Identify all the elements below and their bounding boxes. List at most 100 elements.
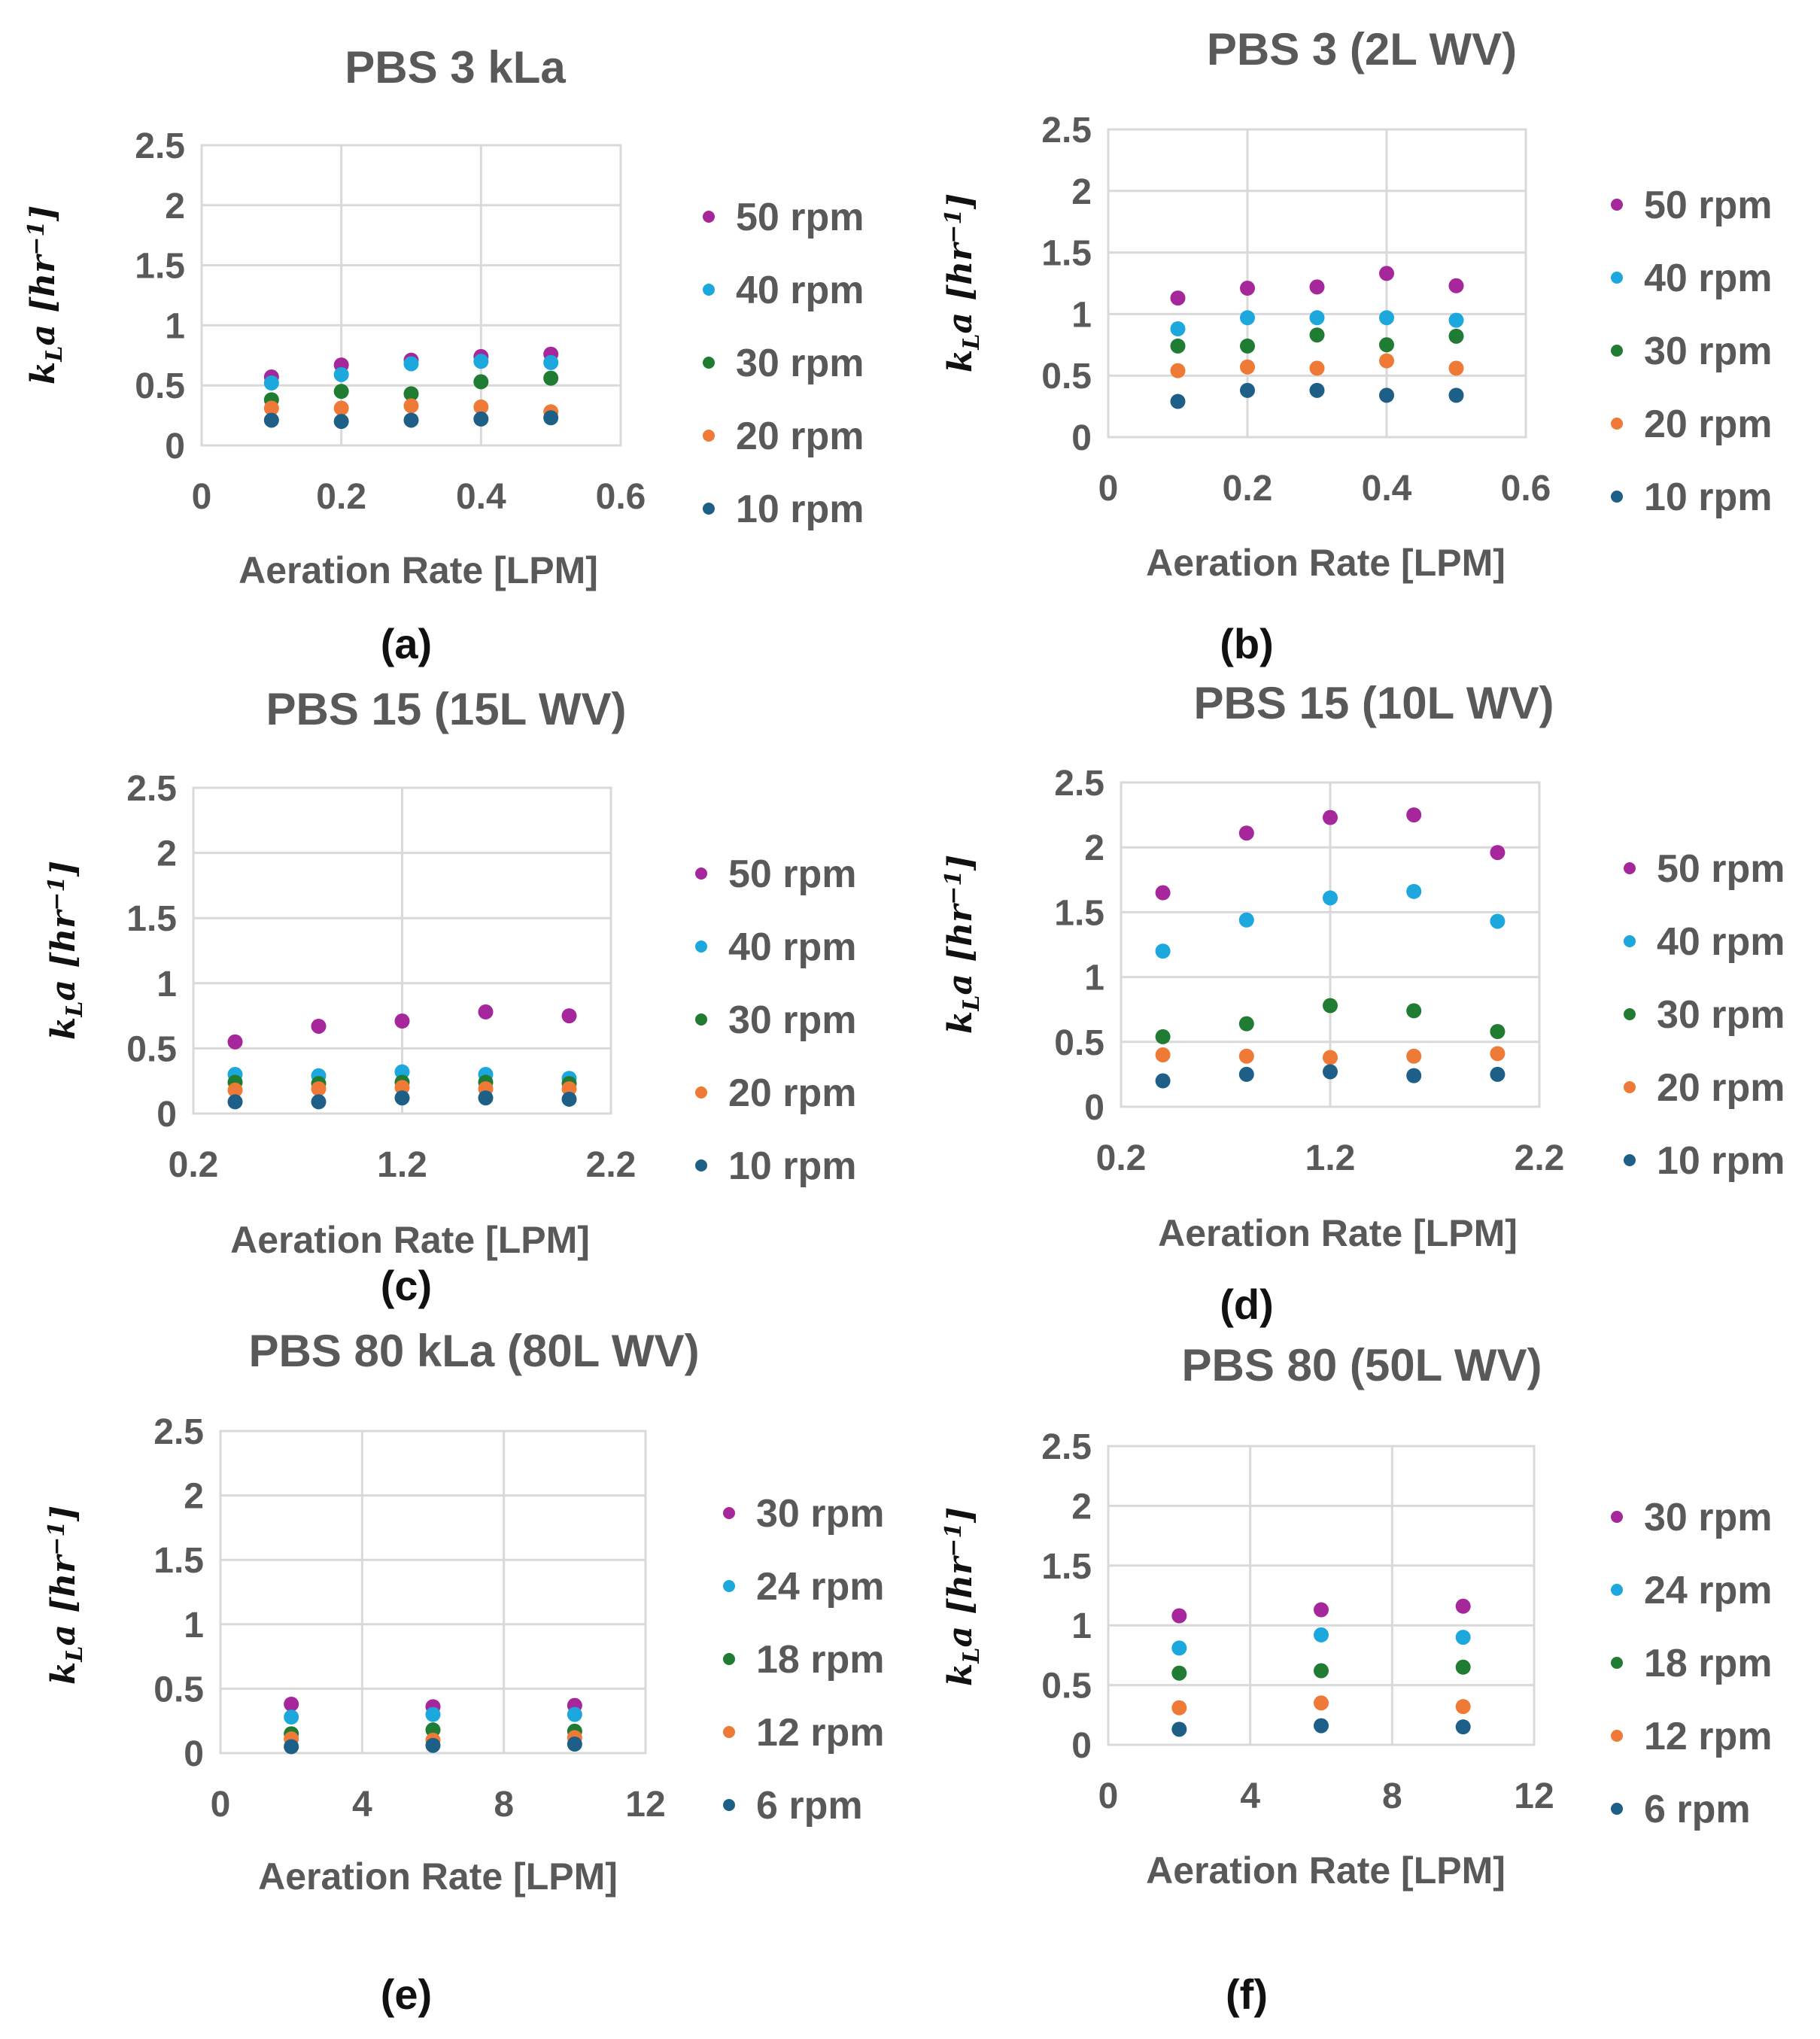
data-point-40-rpm [1379,310,1394,326]
panel-label: (b) [1220,620,1274,667]
x-tick-label: 8 [1382,1776,1402,1816]
y-tick-label: 0 [1084,1088,1104,1128]
legend-entry: 30 rpm [728,998,857,1042]
legend-entry: 6 rpm [1644,1788,1751,1831]
data-point-50-rpm [1323,810,1338,825]
data-point-10-rpm [227,1094,243,1110]
data-point-20-rpm [263,400,279,416]
data-point-40-rpm [1406,883,1422,899]
legend-marker [1611,272,1623,284]
legend-marker [1624,1154,1636,1166]
legend-marker [1611,1730,1623,1742]
x-tick-label: 8 [494,1785,514,1825]
legend-entry: 30 rpm [756,1492,885,1536]
y-tick-label: 2.5 [135,126,185,166]
data-point-30-rpm [284,1696,299,1712]
legend-marker [1624,862,1636,874]
y-tick-label: 0.5 [1054,1023,1104,1063]
data-point-50-rpm [1238,825,1254,841]
x-tick-label: 0 [1098,1776,1119,1816]
data-point-10-rpm [1170,394,1186,409]
data-point-30-rpm [1155,1029,1171,1044]
data-point-12-rpm [1455,1699,1471,1715]
legend-entry: 20 rpm [728,1071,857,1115]
y-tick-label: 0.5 [1041,357,1092,397]
x-axis-label: Aeration Rate [LPM] [258,1855,618,1898]
x-tick-label: 0.6 [596,477,646,517]
data-point-20-rpm [473,399,489,415]
y-tick-label: 1 [165,306,185,346]
data-point-20-rpm [394,1080,410,1095]
legend-entry: 50 rpm [1644,184,1773,227]
data-point-20-rpm [1155,1047,1171,1063]
y-axis-label: kLa [hr−1] [44,861,88,1040]
panel-label: (d) [1220,1281,1274,1328]
y-tick-label: 2 [165,187,185,226]
legend-marker [695,1013,707,1026]
legend-entry: 12 rpm [1644,1715,1773,1758]
legend-marker [723,1580,735,1592]
y-tick-label: 0 [165,427,185,466]
data-point-50-rpm [1309,279,1325,295]
chart-title: PBS 80 (50L WV) [1181,1340,1542,1390]
y-tick-label: 2.5 [153,1412,204,1452]
chart-panel-2: 0 0.5 1 1.5 2 2.5 0 0.2 0.4 0.6 PBS 3 (2L WV) Aerat… [940,24,1773,667]
legend-entry: 40 rpm [728,925,857,969]
data-point-40-rpm [1238,912,1254,928]
y-tick-label: 2 [156,834,177,874]
chart-panel-6: 0 0.5 1 1.5 2 2.5 0 4 8 12 PBS 80 (50L WV) Aeration… [940,1340,1773,2018]
x-tick-label: 1.2 [377,1145,427,1185]
data-point-24-rpm [1314,1627,1329,1642]
data-point-10-rpm [333,414,349,430]
y-tick-label: 0.5 [135,366,185,406]
data-point-12-rpm [1314,1695,1329,1711]
data-point-20-rpm [1240,359,1255,375]
data-point-10-rpm [473,411,489,427]
chart-title: PBS 80 kLa (80L WV) [248,1326,699,1376]
legend-entry: 18 rpm [1644,1642,1773,1685]
x-tick-label: 0 [192,477,212,517]
legend-marker [695,868,707,880]
legend-entry: 12 rpm [756,1711,885,1755]
legend-marker [695,1159,707,1171]
y-tick-label: 1.5 [135,247,185,287]
y-tick-label: 1 [184,1606,204,1645]
y-tick-label: 0.5 [1041,1667,1092,1706]
legend-entry: 20 rpm [1657,1066,1785,1110]
legend-entry: 30 rpm [1644,330,1773,373]
data-point-6-rpm [1314,1718,1329,1734]
y-tick-label: 2 [1071,172,1092,212]
chart-title: PBS 3 (2L WV) [1207,24,1517,74]
legend-entry: 20 rpm [736,415,864,458]
y-axis-label: kLa [hr−1] [940,1507,985,1686]
legend-marker [703,357,715,369]
x-tick-label: 0.4 [456,477,506,517]
data-point-10-rpm [1490,1066,1506,1082]
x-tick-label: 4 [1240,1776,1260,1816]
data-point-24-rpm [284,1709,299,1725]
y-tick-label: 1 [1071,295,1092,335]
y-axis-label: kLa [hr−1] [44,1506,88,1685]
y-tick-label: 2.5 [1041,1427,1092,1467]
legend-marker [1611,1803,1623,1815]
y-tick-label: 0.5 [153,1670,204,1709]
x-axis-label: Aeration Rate [LPM] [1158,1212,1518,1254]
y-axis-label: kLa [hr−1] [23,205,68,384]
legend-entry: 10 rpm [1657,1139,1785,1183]
data-point-40-rpm [403,356,419,372]
legend-marker [695,940,707,953]
data-point-30-rpm [1490,1024,1506,1040]
y-axis-label: kLa [hr−1] [940,855,985,1034]
x-tick-label: 2.2 [1515,1138,1565,1178]
x-tick-label: 0.2 [316,477,366,517]
y-tick-label: 1 [156,965,177,1004]
data-point-10-rpm [478,1090,494,1106]
y-tick-label: 0 [1071,1726,1092,1766]
data-point-30-rpm [1170,338,1186,354]
legend-marker [723,1653,735,1665]
data-point-20-rpm [1490,1046,1506,1062]
data-point-10-rpm [311,1094,327,1110]
legend-entry: 10 rpm [1644,476,1773,519]
legend-entry: 40 rpm [1644,257,1773,300]
data-point-20-rpm [1309,360,1325,376]
